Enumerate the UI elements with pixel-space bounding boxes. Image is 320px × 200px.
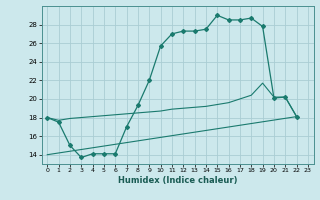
X-axis label: Humidex (Indice chaleur): Humidex (Indice chaleur) <box>118 176 237 185</box>
